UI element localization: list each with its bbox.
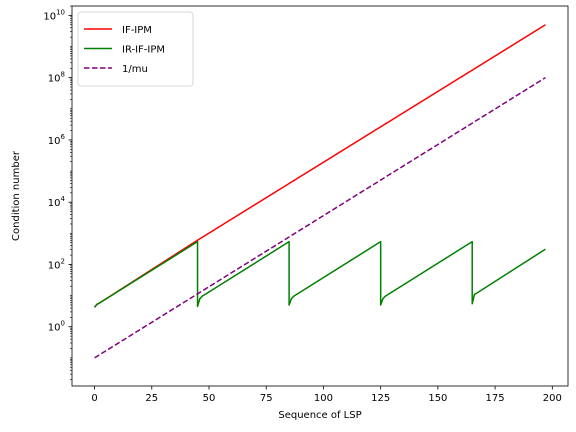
y-tick-label: 100 bbox=[48, 320, 65, 334]
legend-label: IR-IF-IPM bbox=[122, 45, 165, 56]
x-tick-label: 50 bbox=[203, 393, 216, 404]
x-tick-label: 125 bbox=[371, 393, 390, 404]
y-axis-label: Condition number bbox=[11, 150, 22, 241]
x-axis-label: Sequence of LSP bbox=[278, 410, 361, 421]
y-tick-label: 102 bbox=[48, 257, 65, 271]
y-tick-label: 106 bbox=[48, 133, 66, 147]
legend-label: IF-IPM bbox=[122, 25, 152, 36]
legend-label: 1/mu bbox=[122, 64, 148, 75]
x-axis: 0 25 50 75 100 125 150 175 200 bbox=[91, 386, 562, 404]
x-tick-label: 200 bbox=[543, 393, 562, 404]
x-tick-label: 175 bbox=[486, 393, 505, 404]
x-tick-label: 150 bbox=[428, 393, 447, 404]
x-tick-label: 0 bbox=[91, 393, 97, 404]
y-tick-label: 104 bbox=[48, 195, 66, 209]
series-line-1-mu bbox=[94, 77, 546, 359]
x-tick-label: 100 bbox=[314, 393, 333, 404]
y-axis: 100 102 104 106 108 1010 bbox=[43, 5, 72, 380]
legend-box bbox=[77, 11, 194, 87]
series-layer bbox=[93, 24, 546, 359]
y-tick-label: 108 bbox=[48, 71, 65, 85]
y-tick-label: 1010 bbox=[43, 8, 65, 22]
legend: IF-IPM IR-IF-IPM 1/mu bbox=[77, 11, 194, 87]
series-line-ir-if-ipm bbox=[93, 240, 546, 308]
x-tick-label: 25 bbox=[145, 393, 158, 404]
x-tick-label: 75 bbox=[260, 393, 273, 404]
